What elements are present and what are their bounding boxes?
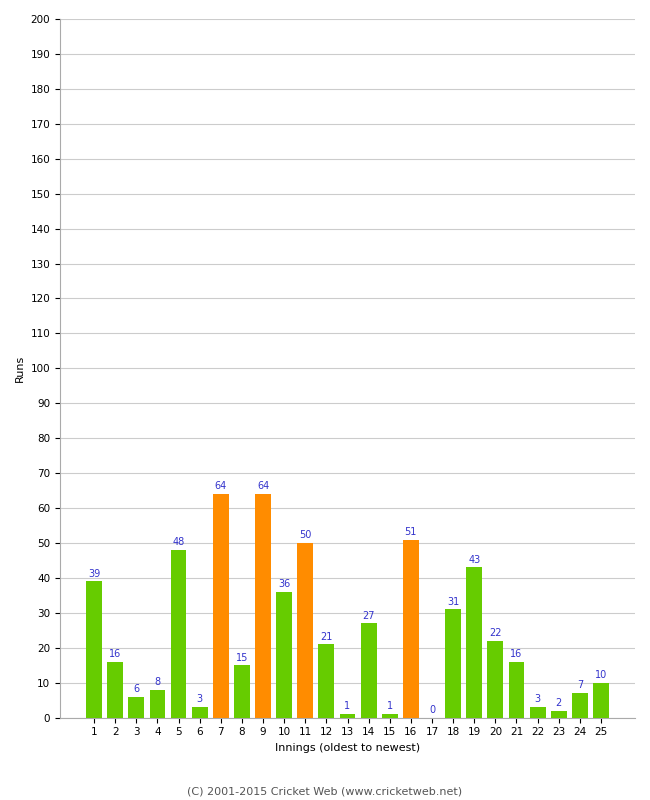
Text: 3: 3 (534, 694, 541, 705)
Text: 7: 7 (577, 681, 583, 690)
Bar (466, 567, 482, 718)
Text: 8: 8 (155, 677, 161, 687)
Text: 36: 36 (278, 579, 291, 589)
Text: 51: 51 (405, 526, 417, 537)
Bar (255, 494, 271, 718)
Text: 1: 1 (344, 702, 350, 711)
Text: 2: 2 (556, 698, 562, 708)
Text: 48: 48 (172, 538, 185, 547)
Text: 50: 50 (299, 530, 311, 540)
Bar (129, 697, 144, 718)
Bar (403, 539, 419, 718)
Text: 16: 16 (109, 649, 122, 659)
Text: 39: 39 (88, 569, 100, 578)
Bar (150, 690, 165, 718)
Text: 1: 1 (387, 702, 393, 711)
Text: 3: 3 (196, 694, 203, 705)
Bar (593, 682, 609, 718)
Bar (318, 644, 334, 718)
Bar (86, 582, 102, 718)
Text: 43: 43 (468, 554, 480, 565)
Bar (551, 710, 567, 718)
Bar (276, 592, 292, 718)
Text: 64: 64 (214, 482, 227, 491)
Text: 21: 21 (320, 631, 333, 642)
Text: 31: 31 (447, 597, 460, 606)
Bar (361, 623, 376, 718)
Bar (171, 550, 187, 718)
Text: 10: 10 (595, 670, 607, 680)
Text: 15: 15 (236, 653, 248, 662)
Y-axis label: Runs: Runs (15, 354, 25, 382)
X-axis label: Innings (oldest to newest): Innings (oldest to newest) (275, 743, 420, 753)
Bar (572, 694, 588, 718)
Bar (234, 666, 250, 718)
Text: 27: 27 (363, 610, 375, 621)
Text: 64: 64 (257, 482, 269, 491)
Bar (530, 707, 545, 718)
Text: (C) 2001-2015 Cricket Web (www.cricketweb.net): (C) 2001-2015 Cricket Web (www.cricketwe… (187, 786, 463, 796)
Bar (339, 714, 356, 718)
Bar (213, 494, 229, 718)
Text: 6: 6 (133, 684, 139, 694)
Text: 0: 0 (429, 705, 435, 715)
Text: 16: 16 (510, 649, 523, 659)
Text: 22: 22 (489, 628, 502, 638)
Bar (382, 714, 398, 718)
Bar (508, 662, 525, 718)
Bar (488, 641, 503, 718)
Bar (297, 543, 313, 718)
Bar (107, 662, 123, 718)
Bar (192, 707, 207, 718)
Bar (445, 610, 461, 718)
